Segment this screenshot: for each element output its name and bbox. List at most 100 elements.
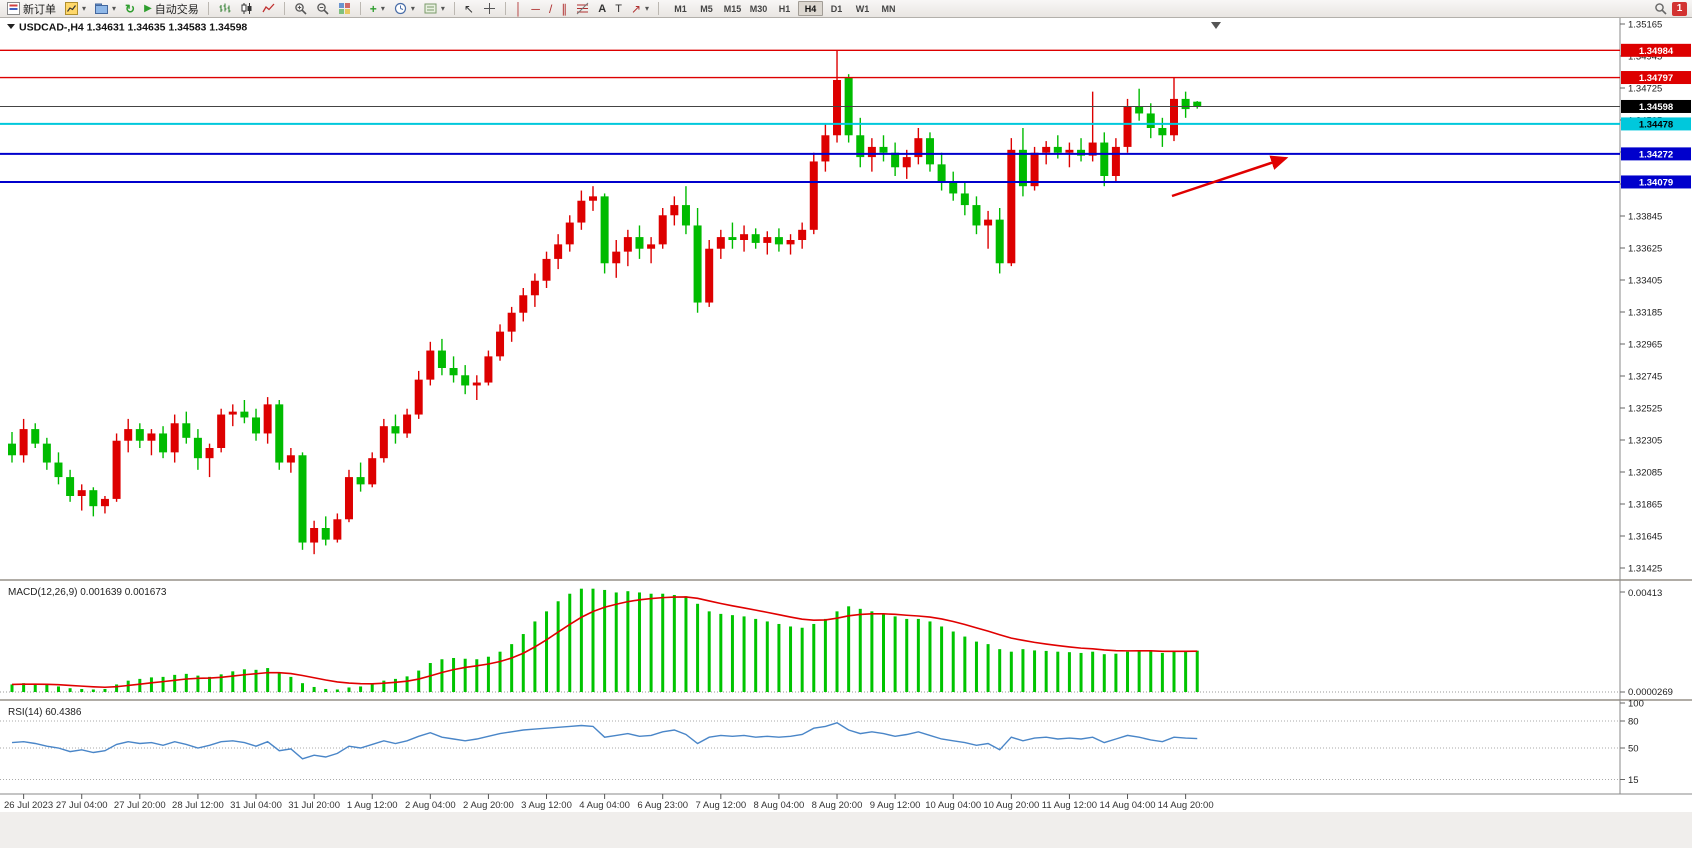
templates-button[interactable]: ▾: [420, 1, 449, 17]
candle: [1007, 149, 1016, 264]
tile-windows-button[interactable]: [334, 1, 355, 17]
rsi-level-label: 80: [1628, 717, 1639, 728]
refresh-button[interactable]: ↻: [121, 1, 139, 17]
vertical-line-icon: │: [514, 1, 523, 16]
timeframe-m1-button[interactable]: M1: [668, 1, 693, 16]
candle: [263, 404, 272, 434]
macd-bar: [324, 688, 328, 692]
text-tool-button[interactable]: A: [594, 1, 610, 17]
zoom-out-button[interactable]: [312, 1, 333, 17]
cursor-tool-button[interactable]: ↖: [460, 1, 478, 17]
notification-badge[interactable]: 1: [1672, 1, 1687, 16]
time-axis-label: 14 Aug 20:00: [1158, 800, 1214, 811]
text-icon: A: [598, 2, 607, 15]
caret-down-icon: ▾: [112, 4, 117, 13]
autotrading-button[interactable]: ▶ 自动交易: [140, 1, 203, 17]
candlestick-icon: [241, 3, 252, 14]
periods-button[interactable]: ▾: [390, 1, 419, 17]
candle: [1181, 98, 1190, 110]
candle: [647, 244, 656, 249]
timeframe-h4-button[interactable]: H4: [798, 1, 824, 16]
profiles-button[interactable]: ▾: [91, 1, 120, 17]
crosshair-tool-button[interactable]: [479, 1, 500, 17]
macd-bar: [847, 606, 851, 692]
crosshair-icon: [483, 3, 495, 14]
macd-bar: [242, 669, 246, 692]
indicators-button[interactable]: + ▾: [366, 1, 389, 17]
macd-bar: [1067, 652, 1071, 692]
candle: [1042, 146, 1051, 153]
chart-area[interactable]: 1.351651.349451.347251.345051.342851.340…: [0, 18, 1692, 848]
macd-bar: [765, 621, 769, 692]
bar-chart-mode-button[interactable]: [214, 1, 235, 17]
autotrading-label: 自动交易: [154, 3, 199, 16]
macd-bar: [475, 659, 479, 692]
new-chart-button[interactable]: ▾: [61, 1, 90, 17]
horizontal-line-tool-button[interactable]: ─: [527, 1, 544, 17]
timeframe-h1-button[interactable]: H1: [772, 1, 797, 16]
symbol-dropdown-icon[interactable]: [7, 24, 15, 29]
candle: [54, 462, 63, 478]
candle: [205, 448, 214, 459]
candle: [507, 312, 516, 332]
candle: [449, 368, 458, 376]
timeframe-d1-button[interactable]: D1: [824, 1, 849, 16]
profiles-icon: [95, 3, 109, 14]
price-tick-label: 1.31425: [1628, 564, 1662, 575]
candle: [344, 477, 353, 520]
candle: [484, 356, 493, 383]
search-button[interactable]: [1650, 1, 1671, 17]
channel-tool-button[interactable]: ∥: [557, 1, 571, 17]
time-axis-label: 10 Aug 20:00: [983, 800, 1039, 811]
label-tool-button[interactable]: T: [611, 1, 626, 17]
line-chart-icon: [262, 3, 275, 13]
macd-bar: [428, 663, 432, 692]
timeframe-m5-button[interactable]: M5: [694, 1, 719, 16]
zoom-in-button[interactable]: [290, 1, 311, 17]
candle: [879, 146, 888, 153]
price-tick-label: 1.33625: [1628, 244, 1662, 255]
macd-bar: [68, 688, 72, 692]
macd-bar: [835, 611, 839, 692]
macd-bar: [637, 592, 641, 692]
timeframe-w1-button[interactable]: W1: [850, 1, 875, 16]
timeframe-m30-button[interactable]: M30: [746, 1, 771, 16]
macd-bar: [498, 651, 502, 692]
trend-arrow-annotation[interactable]: [1171, 155, 1289, 198]
line-chart-mode-button[interactable]: [258, 1, 279, 17]
toolbar-separator: [658, 2, 660, 15]
candle: [1170, 98, 1178, 136]
time-axis-label: 7 Aug 12:00: [695, 800, 746, 811]
price-hline-badge-label: 1.34478: [1639, 119, 1673, 130]
candle: [856, 135, 865, 158]
candle: [623, 237, 632, 252]
trendline-tool-button[interactable]: /: [545, 1, 556, 17]
candle: [786, 240, 795, 245]
chart-shift-marker[interactable]: [1211, 22, 1221, 29]
timeframe-m15-button[interactable]: M15: [720, 1, 745, 16]
macd-bar: [208, 676, 212, 692]
new-order-button[interactable]: 新订单: [3, 1, 60, 17]
candle: [995, 219, 1004, 264]
macd-bar: [266, 668, 270, 692]
price-tick-label: 1.32305: [1628, 436, 1662, 447]
time-axis-label: 27 Jul 20:00: [114, 800, 166, 811]
macd-bar: [231, 671, 235, 692]
macd-bar: [661, 593, 665, 692]
macd-bar: [905, 618, 909, 692]
candle: [774, 237, 783, 245]
macd-bar: [986, 644, 990, 692]
macd-bar: [963, 636, 967, 692]
price-hline-badge-label: 1.34272: [1639, 149, 1673, 160]
candlestick-mode-button[interactable]: [236, 1, 257, 17]
candle: [42, 443, 51, 463]
macd-bar: [742, 616, 746, 692]
vertical-line-tool-button[interactable]: │: [511, 1, 527, 17]
price-tick-label: 1.35165: [1628, 20, 1662, 31]
bottom-filler: [0, 812, 1692, 848]
fibonacci-tool-button[interactable]: [572, 1, 593, 17]
arrows-tool-button[interactable]: ↗ ▾: [627, 1, 653, 17]
timeframe-mn-button[interactable]: MN: [876, 1, 901, 16]
macd-bar: [1091, 651, 1095, 692]
bid-price-badge: [1621, 99, 1691, 113]
